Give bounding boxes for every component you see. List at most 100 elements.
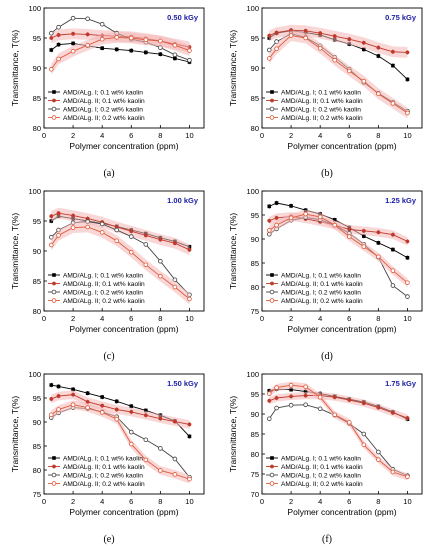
data-point xyxy=(266,416,272,422)
legend-marker xyxy=(51,115,57,120)
data-point xyxy=(128,234,134,239)
confidence-band xyxy=(269,381,408,481)
data-point xyxy=(361,78,367,84)
legend-label: AMD/ALg. I; 0.2 wt% kaolin xyxy=(281,290,361,297)
legend-marker xyxy=(270,90,274,94)
data-point xyxy=(143,413,148,418)
x-tick-label: 4 xyxy=(100,497,104,506)
data-point xyxy=(114,35,120,40)
data-point xyxy=(128,429,134,435)
data-point xyxy=(274,201,279,205)
data-point xyxy=(129,404,134,408)
data-point xyxy=(71,31,75,36)
chart-panel: 80 85 90 95 100 0 2 4 6 8 10 Polymer concentration … xyxy=(218,0,436,183)
data-point xyxy=(49,383,54,387)
data-point xyxy=(99,410,105,415)
data-point xyxy=(267,204,272,209)
legend-marker xyxy=(51,289,57,295)
data-point xyxy=(303,389,308,394)
legend-label: AMD/ALg. I; 0.2 wt% kaolin xyxy=(63,290,143,297)
data-point xyxy=(187,247,192,252)
panel-caption: (a) xyxy=(103,168,115,179)
y-tick-label: 95 xyxy=(33,394,41,403)
plot-area xyxy=(266,200,410,299)
data-point xyxy=(361,244,367,249)
y-tick-label: 100 xyxy=(246,4,259,13)
data-point xyxy=(128,441,134,447)
panel-caption: (c) xyxy=(103,351,115,362)
x-tick-label: 6 xyxy=(347,314,351,323)
legend-label: AMD/ALg. II; 0.2 wt% kaolin xyxy=(281,298,363,305)
legend-marker xyxy=(51,106,57,112)
data-point xyxy=(114,407,119,412)
x-tick-label: 6 xyxy=(347,497,351,506)
x-tick-label: 2 xyxy=(289,131,293,140)
data-point xyxy=(332,412,338,418)
data-point xyxy=(391,247,395,252)
data-point xyxy=(85,42,90,48)
y-axis-label: Transmittance, T(%) xyxy=(10,213,20,290)
chart-panel: 80 85 90 95 100 0 2 4 6 8 10 Polymer concentration … xyxy=(0,183,218,366)
data-point xyxy=(274,396,279,400)
x-axis-label: Polymer concentration (ppm) xyxy=(69,507,178,517)
data-point xyxy=(114,399,119,404)
legend-marker xyxy=(52,98,56,103)
x-tick-label: 8 xyxy=(376,497,380,506)
x-tick-label: 6 xyxy=(129,131,133,140)
data-point xyxy=(288,402,294,408)
x-tick-label: 0 xyxy=(42,314,46,323)
data-point xyxy=(303,384,308,390)
y-tick-label: 75 xyxy=(251,307,259,316)
data-point xyxy=(361,442,367,448)
legend-marker xyxy=(269,472,275,478)
y-tick-label: 80 xyxy=(33,307,41,316)
data-point xyxy=(303,393,308,398)
data-point xyxy=(173,419,177,424)
data-point xyxy=(346,420,352,425)
data-point xyxy=(48,66,54,72)
legend-marker xyxy=(270,273,274,277)
x-tick-label: 4 xyxy=(100,131,104,140)
data-point xyxy=(70,402,76,408)
legend-label: AMD/ALg. I; 0.1 wt% kaolin xyxy=(281,273,361,280)
data-point xyxy=(56,56,61,62)
data-point xyxy=(158,273,163,279)
y-tick-label: 100 xyxy=(246,187,259,196)
data-point xyxy=(158,468,163,473)
data-point xyxy=(274,222,279,228)
data-point xyxy=(267,33,272,38)
data-point xyxy=(267,36,272,40)
y-tick-label: 80 xyxy=(33,466,41,475)
data-point xyxy=(143,457,149,463)
x-axis-label: Polymer concentration (ppm) xyxy=(287,324,396,334)
y-axis-label: Transmittance, T(%) xyxy=(228,396,238,473)
data-point xyxy=(391,232,395,237)
data-point xyxy=(114,416,120,422)
data-point xyxy=(70,48,76,54)
data-point xyxy=(266,228,272,233)
confidence-band xyxy=(51,400,190,484)
x-tick-label: 10 xyxy=(185,497,193,506)
confidence-band xyxy=(51,390,190,429)
data-point xyxy=(49,36,54,40)
chart-svg: 80 85 90 95 100 0 2 4 6 8 10 Polymer concentration … xyxy=(10,187,205,334)
data-point xyxy=(172,472,178,477)
data-point xyxy=(144,50,148,55)
series-group xyxy=(49,41,192,65)
dose-label: 1.25 kGy xyxy=(385,196,417,205)
legend-label: AMD/ALg. II; 0.1 wt% kaolin xyxy=(281,464,363,471)
chart-svg: 70 75 80 85 90 95 100 0 2 4 6 8 10 Polymer concentrat… xyxy=(228,370,423,517)
panel-caption: (d) xyxy=(321,351,333,362)
y-tick-label: 70 xyxy=(251,490,259,499)
x-tick-label: 0 xyxy=(260,314,264,323)
y-tick-label: 85 xyxy=(33,442,41,451)
x-tick-label: 8 xyxy=(158,314,162,323)
data-point xyxy=(143,262,149,268)
x-tick-label: 4 xyxy=(318,314,322,323)
legend-label: AMD/ALg. I; 0.1 wt% kaolin xyxy=(63,90,143,97)
data-point xyxy=(362,47,366,52)
data-point xyxy=(128,249,134,255)
dose-label: 1.00 kGy xyxy=(167,196,199,205)
